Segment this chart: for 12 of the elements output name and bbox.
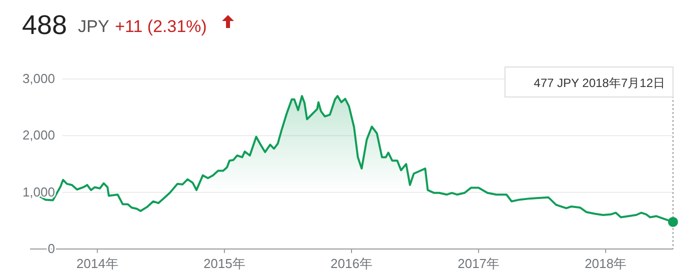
x-tick-label: 2015年 — [203, 256, 246, 271]
chart-subtitle: JPY — [78, 17, 110, 36]
x-tick-label: 2014年 — [76, 256, 118, 271]
annotation: 477 JPY 2018年7月12日 — [534, 76, 665, 90]
text: +11 (2.31%) — [115, 17, 207, 36]
chart-title: 488 — [22, 10, 68, 40]
x-tick-label: 2017年 — [458, 256, 500, 271]
x-tick-label: 2016年 — [330, 256, 372, 271]
x-tick-label: 2018年 — [584, 256, 627, 271]
y-tick-label: 1,000 — [22, 184, 55, 200]
y-tick-label: 3,000 — [22, 71, 55, 86]
y-tick-label: 2,000 — [22, 128, 55, 143]
